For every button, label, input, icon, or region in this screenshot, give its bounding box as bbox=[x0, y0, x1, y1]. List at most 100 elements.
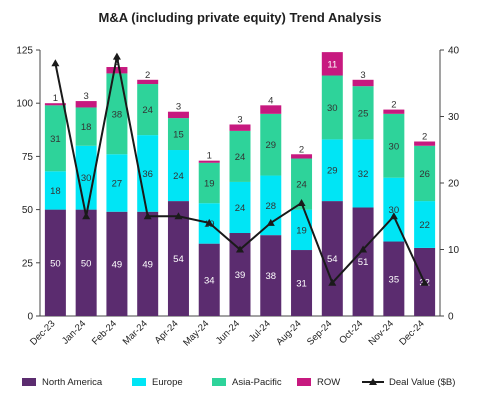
deal-value-point bbox=[82, 212, 91, 220]
bar-data-label: 19 bbox=[296, 225, 307, 236]
deal-value-point bbox=[328, 278, 337, 286]
legend-swatch bbox=[297, 378, 311, 386]
bar-segment-north-america bbox=[260, 235, 282, 316]
bar-segment-row bbox=[260, 105, 282, 114]
bar-data-label: 2 bbox=[299, 144, 304, 155]
bar-data-label: 38 bbox=[112, 109, 123, 120]
bar-segment-row bbox=[352, 79, 374, 87]
x-tick-label: Jul-24 bbox=[247, 318, 273, 344]
bar-data-label: 3 bbox=[114, 57, 119, 68]
x-tick-label: Oct-24 bbox=[337, 318, 365, 346]
bar-segment-row bbox=[75, 101, 97, 108]
bar-segment-asia-pacific bbox=[383, 113, 405, 178]
deal-value-point bbox=[51, 59, 60, 67]
bar-segment-row bbox=[414, 141, 436, 146]
bar-segment-europe bbox=[291, 209, 313, 251]
bar-data-label: 30 bbox=[389, 141, 400, 152]
deal-value-point bbox=[236, 245, 244, 253]
bar-segment-north-america bbox=[106, 211, 128, 316]
bar-segment-row bbox=[167, 111, 189, 119]
bar-data-label: 3 bbox=[176, 102, 181, 113]
bar-data-label: 24 bbox=[142, 105, 153, 116]
bar-data-label: 30 bbox=[327, 103, 338, 114]
x-tick-label: Jan-24 bbox=[60, 318, 88, 346]
deal-value-point bbox=[266, 218, 275, 226]
x-tick-label: Apr-24 bbox=[153, 318, 181, 346]
bar-segment-row bbox=[44, 103, 66, 106]
bar-segment-north-america bbox=[44, 209, 66, 316]
bar-segment-asia-pacific bbox=[106, 73, 128, 155]
bar-data-label: 25 bbox=[358, 108, 369, 119]
bar-data-label: 28 bbox=[265, 201, 276, 212]
bar-data-label: 29 bbox=[327, 166, 338, 177]
bar-segment-row bbox=[198, 160, 220, 163]
deal-value-point bbox=[389, 212, 398, 220]
y-left-tick-label: 125 bbox=[16, 46, 33, 57]
deal-value-point bbox=[174, 212, 183, 220]
bar-data-label: 2 bbox=[145, 70, 150, 81]
bar-segment-row bbox=[291, 154, 313, 159]
y-right-tick-label: 30 bbox=[448, 112, 460, 123]
deal-value-point bbox=[297, 198, 306, 206]
bar-segment-asia-pacific bbox=[167, 118, 189, 151]
bar-data-label: 18 bbox=[81, 122, 92, 133]
y-left-tick-label: 100 bbox=[16, 99, 33, 110]
bar-segment-asia-pacific bbox=[44, 105, 66, 172]
bar-segment-north-america bbox=[75, 209, 97, 316]
y-right-tick-label: 20 bbox=[448, 179, 460, 190]
bar-data-label: 24 bbox=[235, 152, 246, 163]
bar-data-label: 36 bbox=[142, 169, 153, 180]
bar-segment-europe bbox=[44, 171, 66, 210]
bar-data-label: 34 bbox=[204, 275, 215, 286]
bar-data-label: 51 bbox=[358, 257, 369, 268]
y-left-tick-label: 0 bbox=[27, 312, 33, 323]
deal-value-point bbox=[112, 52, 121, 60]
legend-label: Europe bbox=[152, 377, 183, 388]
bar-data-label: 26 bbox=[419, 169, 430, 180]
bar-segment-asia-pacific bbox=[137, 84, 159, 136]
bar-segment-asia-pacific bbox=[229, 130, 251, 182]
bar-segment-europe bbox=[352, 139, 374, 208]
bar-segment-asia-pacific bbox=[352, 86, 374, 140]
bar-data-label: 50 bbox=[50, 258, 61, 269]
bar-segment-north-america bbox=[167, 201, 189, 316]
legend-label: Asia-Pacific bbox=[232, 377, 282, 388]
x-tick-label: Nov-24 bbox=[367, 318, 396, 347]
bar-data-label: 11 bbox=[327, 59, 337, 70]
x-tick-label: Jun-24 bbox=[214, 318, 242, 346]
deal-value-point bbox=[143, 212, 152, 220]
legend-label: ROW bbox=[317, 377, 340, 388]
legend-swatch bbox=[212, 378, 226, 386]
bar-segment-north-america bbox=[229, 233, 251, 316]
bar-data-label: 54 bbox=[327, 254, 338, 265]
bar-data-label: 30 bbox=[81, 173, 92, 184]
y-right-tick-label: 10 bbox=[448, 245, 460, 256]
chart-title: M&A (including private equity) Trend Ana… bbox=[99, 10, 382, 25]
bar-data-label: 39 bbox=[235, 270, 246, 281]
bar-segment-row bbox=[383, 109, 405, 114]
bar-data-label: 54 bbox=[173, 254, 184, 265]
bar-segment-asia-pacific bbox=[75, 107, 97, 146]
plot-area: 0255075100125010203040501831150301834927… bbox=[16, 46, 459, 349]
bar-data-label: 31 bbox=[296, 279, 307, 290]
bar-data-label: 38 bbox=[265, 271, 276, 282]
bar-data-label: 24 bbox=[296, 180, 307, 191]
bar-segment-north-america bbox=[352, 207, 374, 316]
bar-segment-europe bbox=[321, 139, 343, 202]
x-tick-label: Feb-24 bbox=[90, 318, 119, 347]
bar-data-label: 35 bbox=[389, 274, 400, 285]
bar-data-label: 3 bbox=[237, 114, 242, 125]
bar-segment-row bbox=[106, 67, 128, 74]
deal-value-point bbox=[359, 245, 368, 253]
bar-data-label: 4 bbox=[268, 95, 273, 106]
bar-data-label: 27 bbox=[112, 179, 123, 190]
legend-label: North America bbox=[42, 377, 103, 388]
legend-swatch bbox=[132, 378, 146, 386]
y-left-tick-label: 75 bbox=[22, 152, 34, 163]
bar-segment-asia-pacific bbox=[321, 75, 343, 140]
bar-segment-north-america bbox=[198, 243, 220, 316]
bar-data-label: 18 bbox=[50, 186, 61, 197]
bar-segment-europe bbox=[106, 154, 128, 212]
bar-segment-asia-pacific bbox=[198, 162, 220, 204]
